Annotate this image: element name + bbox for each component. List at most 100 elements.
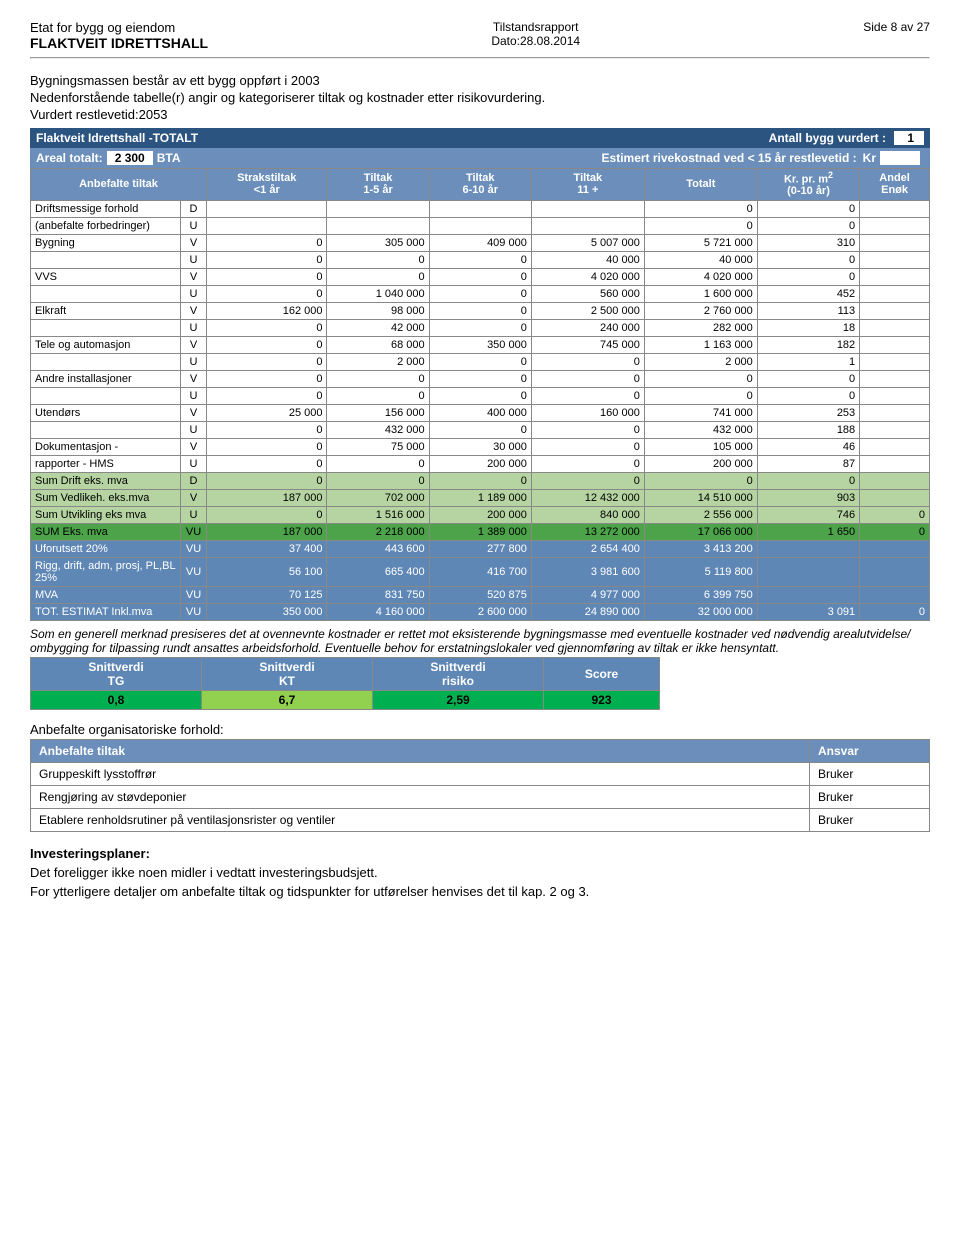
cell-value: 2 000 [327, 353, 429, 370]
doc-header: Etat for bygg og eiendom FLAKTVEIT IDRET… [30, 20, 930, 51]
table-row: Andre installasjonerV000000 [31, 370, 930, 387]
cost-table-body: Driftsmessige forholdD00(anbefalte forbe… [31, 200, 930, 620]
cell-value: 2 218 000 [327, 523, 429, 540]
cell-value: 182 [757, 336, 859, 353]
score-value: 2,59 [373, 691, 544, 710]
cell-value: 0 [429, 285, 531, 302]
cell-value: 0 [429, 251, 531, 268]
row-label [31, 421, 181, 438]
row-label: VVS [31, 268, 181, 285]
cell-value: 0 [757, 268, 859, 285]
cell-value: 1 389 000 [429, 523, 531, 540]
org-ansvar: Bruker [810, 763, 930, 786]
th-11plus: Tiltak11 + [531, 168, 644, 200]
row-label: Elkraft [31, 302, 181, 319]
table-row: Uforutsett 20%VU37 400443 600277 8002 65… [31, 540, 930, 557]
cell-value [860, 370, 930, 387]
row-label: Andre installasjoner [31, 370, 181, 387]
cell-value: 24 890 000 [531, 603, 644, 620]
row-code: VU [181, 586, 207, 603]
cell-value: 25 000 [207, 404, 327, 421]
doc-date: Dato:28.08.2014 [491, 34, 580, 48]
cell-value: 5 119 800 [644, 557, 757, 586]
row-label: Bygning [31, 234, 181, 251]
score-value: 923 [544, 691, 660, 710]
th-6-10: Tiltak6-10 år [429, 168, 531, 200]
areal-value: 2 300 [107, 151, 153, 165]
cell-value: 0 [207, 336, 327, 353]
th-straks: Strakstiltak<1 år [207, 168, 327, 200]
cell-value [860, 586, 930, 603]
row-label [31, 353, 181, 370]
org-title: Anbefalte organisatoriske forhold: [30, 722, 930, 737]
table-row: Dokumentasjon -V075 00030 0000105 00046 [31, 438, 930, 455]
cell-value: 702 000 [327, 489, 429, 506]
th-1-5: Tiltak1-5 år [327, 168, 429, 200]
cell-value: 3 981 600 [531, 557, 644, 586]
cell-value: 0 [531, 387, 644, 404]
cell-value: 0 [531, 353, 644, 370]
org-table: Anbefalte tiltak Ansvar Gruppeskift lyss… [30, 739, 930, 832]
row-code: U [181, 285, 207, 302]
cell-value: 746 [757, 506, 859, 523]
summary-title: Flaktveit Idrettshall -TOTALT [36, 131, 198, 145]
cell-value: 0 [531, 455, 644, 472]
cell-value: 0 [644, 472, 757, 489]
score-h2: SnittverdiKT [202, 658, 373, 691]
row-code: V [181, 370, 207, 387]
cell-value [860, 268, 930, 285]
cell-value: 0 [327, 455, 429, 472]
rivekostnad-value [880, 151, 920, 165]
cell-value [327, 217, 429, 234]
scores-row: 0,86,72,59923 [31, 691, 660, 710]
cell-value: 0 [327, 251, 429, 268]
row-label: TOT. ESTIMAT Inkl.mva [31, 603, 181, 620]
org-ansvar: Bruker [810, 786, 930, 809]
cell-value: 2 556 000 [644, 506, 757, 523]
cell-value [860, 353, 930, 370]
cell-value: 1 516 000 [327, 506, 429, 523]
score-h1: SnittverdiTG [31, 658, 202, 691]
scores-table: SnittverdiTG SnittverdiKT Snittverdirisi… [30, 657, 660, 710]
cell-value: 3 091 [757, 603, 859, 620]
cell-value [207, 217, 327, 234]
cell-value [860, 438, 930, 455]
cell-value: 0 [207, 370, 327, 387]
table-row: Tele og automasjonV068 000350 000745 000… [31, 336, 930, 353]
cell-value: 0 [207, 438, 327, 455]
cell-value: 156 000 [327, 404, 429, 421]
summary-bar-area: Areal totalt: 2 300 BTA Estimert rivekos… [30, 148, 930, 168]
cell-value [860, 472, 930, 489]
count-label: Antall bygg vurdert : [769, 131, 886, 145]
cell-value: 200 000 [429, 506, 531, 523]
cell-value: 0 [429, 421, 531, 438]
cell-value: 5 007 000 [531, 234, 644, 251]
cell-value: 98 000 [327, 302, 429, 319]
th-kr-m2: Kr. pr. m2(0-10 år) [757, 168, 859, 200]
row-label: Sum Utvikling eks mva [31, 506, 181, 523]
row-code: VU [181, 557, 207, 586]
cell-value: 0 [327, 370, 429, 387]
table-row: U00040 00040 0000 [31, 251, 930, 268]
cell-value: 0 [644, 200, 757, 217]
cell-value: 1 [757, 353, 859, 370]
cell-value: 0 [531, 438, 644, 455]
cell-value: 0 [207, 234, 327, 251]
cell-value: 0 [429, 268, 531, 285]
cell-value [860, 540, 930, 557]
cell-value: 665 400 [327, 557, 429, 586]
th-anbefalte: Anbefalte tiltak [31, 168, 207, 200]
cell-value: 13 272 000 [531, 523, 644, 540]
cell-value: 1 189 000 [429, 489, 531, 506]
areal-label: Areal totalt: [36, 151, 103, 165]
rivekostnad-label: Estimert rivekostnad ved < 15 år restlev… [602, 151, 857, 165]
cell-value: 75 000 [327, 438, 429, 455]
table-row: (anbefalte forbedringer)U00 [31, 217, 930, 234]
org-row: Rengjøring av støvdeponierBruker [31, 786, 930, 809]
intro-block: Bygningsmassen består av ett bygg oppfør… [30, 73, 930, 124]
org-row: Gruppeskift lysstoffrørBruker [31, 763, 930, 786]
cell-value: 0 [644, 217, 757, 234]
cell-value: 87 [757, 455, 859, 472]
cell-value: 432 000 [327, 421, 429, 438]
cell-value [860, 234, 930, 251]
